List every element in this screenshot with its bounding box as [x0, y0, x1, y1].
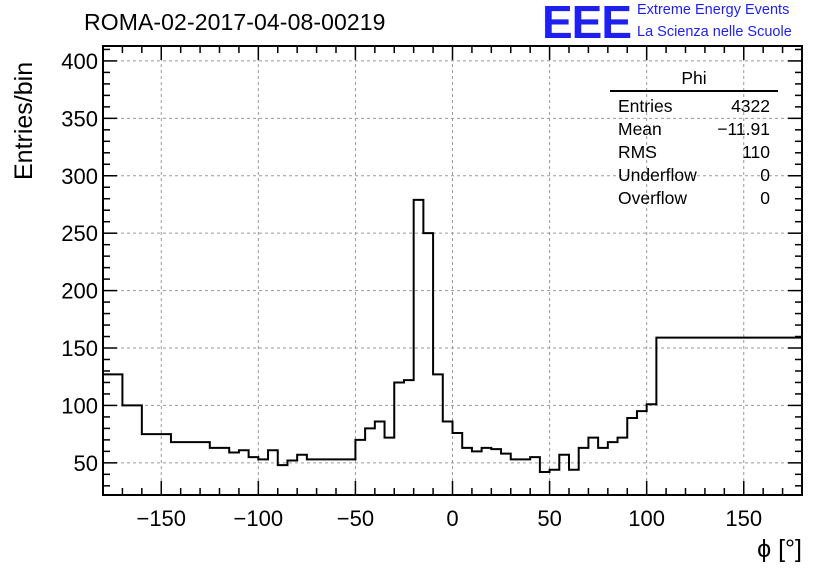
x-tick-label: 100 — [628, 506, 665, 531]
grid-lines — [103, 46, 802, 495]
stats-value: 0 — [760, 165, 770, 185]
histogram-line — [103, 198, 802, 474]
logo-subtitle-line1: Extreme Energy Events — [637, 2, 790, 18]
stats-box: Phi Entries 4322 Mean −11.91 RMS 110 Und… — [610, 68, 778, 210]
logo-subtitle-line2: La Scienza nelle Scuole — [637, 24, 792, 40]
stats-row-entries: Entries 4322 — [610, 95, 778, 118]
stats-value: 0 — [760, 188, 770, 208]
stats-title: Phi — [610, 68, 778, 92]
y-tick-label: 300 — [61, 164, 98, 189]
axis-ticks — [102, 46, 803, 495]
y-tick-label: 200 — [61, 279, 98, 304]
stats-value: 4322 — [731, 96, 770, 116]
y-tick-labels: 50 100 150 200 250 300 350 400 — [61, 49, 98, 476]
y-tick-label: 50 — [74, 451, 98, 476]
stats-label: RMS — [618, 142, 657, 162]
stats-value: −11.91 — [717, 119, 770, 139]
eee-logo: EEE — [542, 0, 632, 48]
x-tick-label: −100 — [234, 506, 284, 531]
y-tick-label: 250 — [61, 221, 98, 246]
x-tick-label: −50 — [337, 506, 374, 531]
y-axis-title: Entries/bin — [10, 62, 38, 180]
x-tick-label: 50 — [537, 506, 561, 531]
x-tick-label: 150 — [725, 506, 762, 531]
stats-label: Entries — [618, 96, 673, 116]
y-tick-label: 150 — [61, 336, 98, 361]
stats-row-mean: Mean −11.91 — [610, 118, 778, 141]
stats-label: Overflow — [618, 188, 688, 208]
stats-label: Underflow — [618, 165, 697, 185]
x-tick-labels: −150 −100 −50 0 50 100 150 — [136, 506, 762, 531]
x-tick-label: −150 — [136, 506, 186, 531]
y-tick-label: 400 — [61, 49, 98, 74]
stats-row-rms: RMS 110 — [610, 141, 778, 164]
histogram-series — [103, 198, 802, 474]
y-tick-label: 350 — [61, 106, 98, 131]
stats-row-overflow: Overflow 0 — [610, 187, 778, 210]
stats-label: Mean — [618, 119, 662, 139]
x-tick-label: 0 — [446, 506, 458, 531]
plot-title: ROMA-02-2017-04-08-00219 — [84, 9, 386, 35]
y-tick-label: 100 — [61, 393, 98, 418]
x-axis-title: ϕ [°] — [757, 535, 802, 563]
stats-value: 110 — [742, 142, 770, 162]
stats-row-underflow: Underflow 0 — [610, 164, 778, 187]
